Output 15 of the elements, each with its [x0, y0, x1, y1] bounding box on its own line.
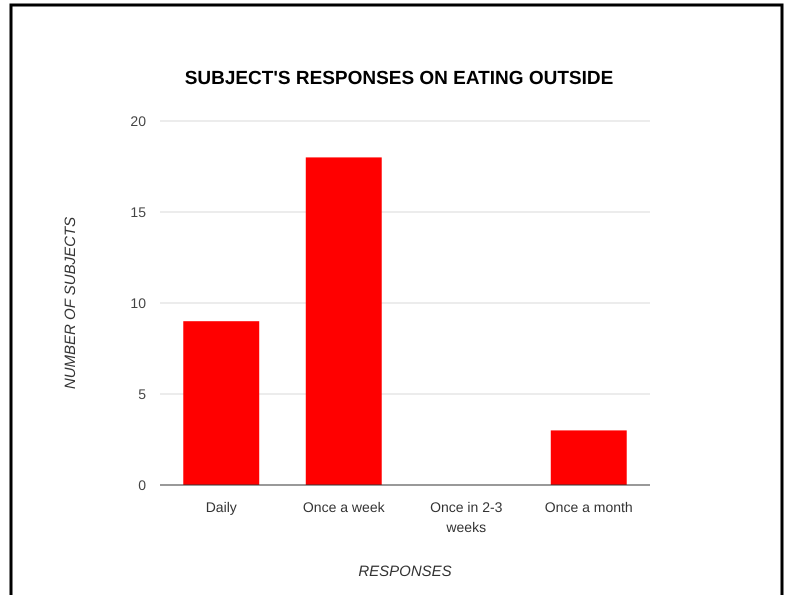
bar: [183, 321, 260, 485]
y-tick-label: 0: [138, 476, 146, 493]
y-tick-label: 10: [130, 294, 146, 311]
y-axis-title: NUMBER OF SUBJECTS: [62, 216, 79, 390]
y-tick-label: 15: [130, 204, 146, 220]
y-tick-label: 5: [138, 386, 146, 402]
bar: [550, 430, 627, 485]
x-tick-label: Once a week: [302, 499, 386, 515]
x-axis-title: RESPONSES: [358, 563, 452, 580]
bar: [306, 157, 382, 485]
x-tick-label: Once in 2-3 weeks: [430, 499, 503, 535]
chart-title: SUBJECT'S RESPONSES ON EATING OUTSIDE: [184, 68, 614, 89]
x-tick-label: Once a month: [544, 499, 633, 515]
x-tick-label: Daily: [206, 499, 237, 515]
y-tick-label: 20: [130, 112, 146, 129]
